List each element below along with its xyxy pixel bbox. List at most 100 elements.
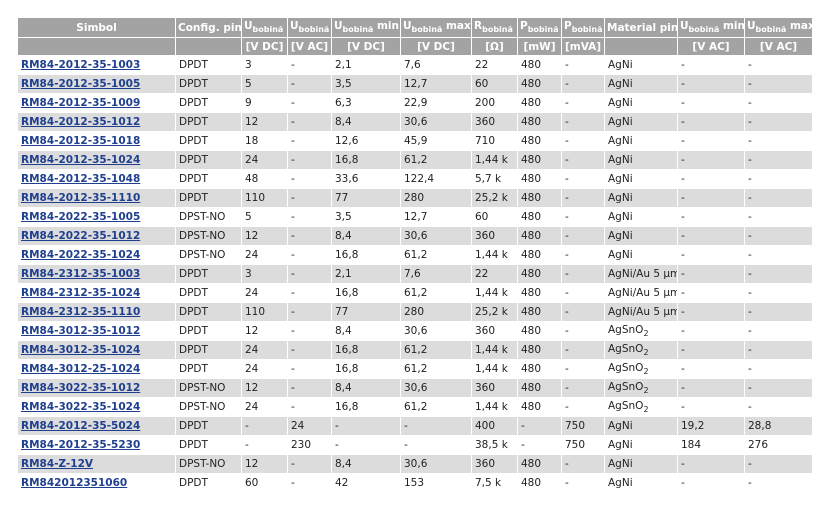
data-row: RM84-2312-35-1110 DPDT 110-77 280 25,2 k 480-…	[17, 302, 813, 322]
cell-sub: bobină	[482, 25, 513, 35]
data-cell: 8,4	[331, 321, 401, 341]
data-cell: AgNi	[604, 55, 678, 75]
data-cell: -	[677, 454, 745, 474]
data-cell: -	[677, 188, 745, 208]
data-cell: 230	[287, 435, 332, 455]
data-cell: -	[517, 416, 562, 436]
data-cell: 400	[471, 416, 518, 436]
data-cell: 61,2	[400, 245, 472, 265]
data-cell: 12,6	[331, 131, 401, 151]
data-cell: AgNi/Au 5 µm	[604, 283, 678, 303]
symbol-link[interactable]: RM84-2312-35-1024	[21, 287, 141, 299]
symbol-link[interactable]: RM84-2012-35-1048	[21, 173, 141, 185]
header-cell: Ubobină max	[400, 17, 472, 38]
data-cell: -	[744, 283, 813, 303]
data-cell: -	[744, 169, 813, 189]
symbol-link[interactable]: RM84-2312-35-1003	[21, 268, 141, 280]
symbol-link[interactable]: RM84-2012-35-1003	[21, 59, 141, 71]
data-cell: -	[561, 340, 605, 360]
data-cell: -	[744, 150, 813, 170]
cell-sub: bobină	[527, 25, 559, 35]
data-row: RM84-2012-35-1024 DPDT 24-16,8 61,2 1,44 k 48…	[17, 150, 813, 170]
data-cell: -	[561, 302, 605, 322]
cell-sub: bobină	[688, 25, 720, 35]
cell-sub: bobină	[571, 25, 603, 35]
symbol-link[interactable]: RM84-2012-35-1012	[21, 116, 141, 128]
data-cell: -	[561, 378, 605, 398]
data-cell: 30,6	[400, 112, 472, 132]
data-cell: -	[677, 264, 745, 284]
data-cell: AgNi/Au 5 µm	[604, 302, 678, 322]
symbol-link[interactable]: RM84-2012-35-1005	[21, 78, 141, 90]
symbol-link[interactable]: RM84-2012-35-1018	[21, 135, 141, 147]
symbol-link[interactable]: RM84-2022-35-1012	[21, 230, 141, 242]
symbol-link[interactable]: RM84-2012-35-5024	[21, 420, 141, 432]
data-cell: 61,2	[400, 359, 472, 379]
symbol-cell: RM84-2312-35-1003	[17, 264, 176, 284]
symbol-link[interactable]: RM84-2012-35-1009	[21, 97, 141, 109]
data-cell: -	[287, 131, 332, 151]
symbol-link[interactable]: RM84-3022-35-1012	[21, 382, 141, 394]
cell-main: U	[403, 20, 412, 33]
data-cell: 184	[677, 435, 745, 455]
cell-main: U	[290, 20, 299, 33]
data-cell: 60	[241, 473, 288, 493]
symbol-link[interactable]: RM84-2022-35-1005	[21, 211, 141, 223]
symbol-link[interactable]: RM84-3012-25-1024	[21, 363, 141, 375]
symbol-link[interactable]: RM84-3012-35-1012	[21, 325, 141, 337]
data-cell: 24	[241, 340, 288, 360]
data-cell: DPDT	[175, 150, 242, 170]
data-cell: 360	[471, 378, 518, 398]
data-cell: AgNi	[604, 74, 678, 94]
data-cell: -	[400, 416, 472, 436]
symbol-link[interactable]: RM84-2312-35-1110	[21, 306, 141, 318]
data-cell: 12	[241, 112, 288, 132]
symbol-link[interactable]: RM84-2012-35-5230	[21, 439, 141, 451]
data-cell: DPDT	[175, 264, 242, 284]
cell-main: P	[564, 20, 572, 33]
cell-sub: 2	[643, 329, 649, 339]
data-cell: -	[241, 416, 288, 436]
symbol-link[interactable]: RM84-3012-35-1024	[21, 344, 141, 356]
symbol-link[interactable]: RM84-2012-35-1024	[21, 154, 141, 166]
data-row: RM84-2012-35-1005 DPDT 5-3,5 12,7 60 480- AgNi…	[17, 74, 813, 94]
symbol-link[interactable]: RM84-3022-35-1024	[21, 401, 141, 413]
data-cell: AgNi	[604, 169, 678, 189]
data-cell: 360	[471, 454, 518, 474]
cell-sub: 2	[643, 405, 649, 415]
data-cell: 8,4	[331, 378, 401, 398]
data-cell: -	[287, 150, 332, 170]
unit-cell: [mW]	[517, 37, 562, 56]
data-cell: 38,5 k	[471, 435, 518, 455]
data-cell: 2,1	[331, 55, 401, 75]
data-cell: AgNi	[604, 416, 678, 436]
data-row: RM84-3012-35-1012 DPDT 12-8,4 30,6 360 480- Ag…	[17, 321, 813, 341]
data-cell: 7,5 k	[471, 473, 518, 493]
header-cell: Ubobină max	[744, 17, 813, 38]
data-row: RM84-3012-25-1024 DPDT 24-16,8 61,2 1,44 k 48…	[17, 359, 813, 379]
data-cell: -	[561, 264, 605, 284]
symbol-link[interactable]: RM842012351060	[21, 477, 128, 489]
data-cell: 45,9	[400, 131, 472, 151]
data-cell: 24	[241, 150, 288, 170]
symbol-link[interactable]: RM84-Z-12V	[21, 458, 94, 470]
data-cell: -	[561, 112, 605, 132]
data-cell: AgSnO2	[604, 359, 678, 379]
data-cell: AgNi	[604, 245, 678, 265]
symbol-link[interactable]: RM84-2012-35-1110	[21, 192, 141, 204]
data-cell: -	[744, 473, 813, 493]
data-cell: -	[677, 74, 745, 94]
data-cell: 122,4	[400, 169, 472, 189]
data-cell: -	[744, 378, 813, 398]
header-cell: Ubobină	[287, 17, 332, 38]
data-cell: DPDT	[175, 283, 242, 303]
symbol-link[interactable]: RM84-2022-35-1024	[21, 249, 141, 261]
data-cell: AgSnO2	[604, 397, 678, 417]
cell-main: AgSnO	[608, 399, 644, 412]
data-cell: -	[677, 340, 745, 360]
data-cell: 12,7	[400, 74, 472, 94]
data-cell: -	[744, 188, 813, 208]
cell-sub: 2	[643, 348, 649, 358]
data-row: RM84-3022-35-1012 DPST-NO 12-8,4 30,6 360 480…	[17, 378, 813, 398]
data-cell: -	[744, 321, 813, 341]
